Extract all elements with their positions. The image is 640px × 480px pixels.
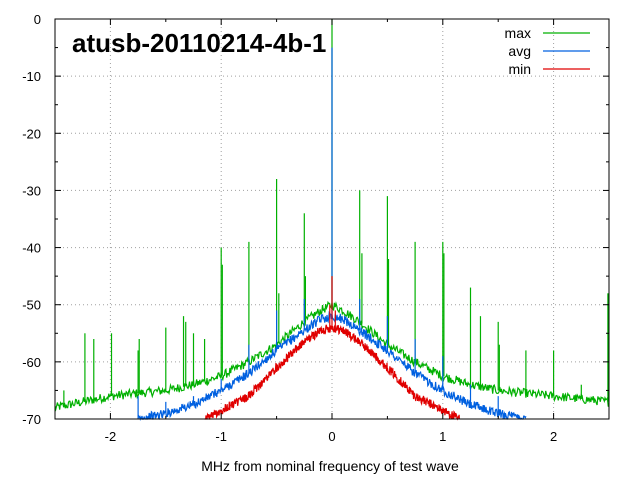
x-tick-label: 2	[550, 429, 557, 444]
x-tick-label: -2	[105, 429, 117, 444]
min-trace	[204, 324, 460, 421]
series-layer	[54, 19, 610, 422]
legend: max avg min	[505, 25, 590, 77]
legend-label-min: min	[508, 61, 531, 77]
y-tick-label: -30	[22, 183, 41, 198]
axes	[54, 18, 610, 420]
x-axis-label: MHz from nominal frequency of test wave	[201, 458, 459, 474]
y-tick-label: -40	[22, 241, 41, 256]
x-tick-label: 0	[328, 429, 335, 444]
tick-labels: -2 -1 0 1 20-10-20-30-40-50-60-70	[22, 12, 557, 444]
y-tick-label: 0	[34, 12, 41, 27]
y-tick-label: -60	[22, 355, 41, 370]
legend-label-max: max	[505, 25, 531, 41]
chart-title: atusb-20110214-4b-1	[72, 28, 326, 58]
y-tick-label: -70	[22, 412, 41, 427]
legend-label-avg: avg	[508, 43, 531, 59]
x-tick-label: 1	[439, 429, 446, 444]
x-tick-label: -1	[215, 429, 227, 444]
y-tick-label: -20	[22, 126, 41, 141]
y-tick-label: -50	[22, 298, 41, 313]
y-tick-label: -10	[22, 69, 41, 84]
series-min	[204, 276, 460, 421]
